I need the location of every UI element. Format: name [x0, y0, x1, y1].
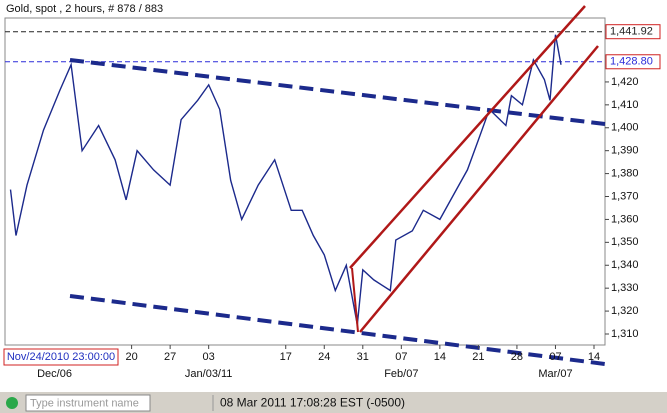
channel-line	[359, 45, 599, 333]
price-line-series	[9, 34, 562, 325]
x-tick-label: 28	[511, 351, 523, 363]
x-tick-label-month: Feb/07	[384, 368, 418, 380]
x-tick-label-month: Mar/07	[538, 368, 572, 380]
y-tick-label: 1,340	[611, 259, 639, 271]
x-tick-label: 24	[318, 351, 330, 363]
x-tick-label: 07	[395, 351, 407, 363]
x-tick-label: 27	[164, 351, 176, 363]
y-tick-label: 1,370	[611, 190, 639, 202]
x-tick-label: 31	[357, 351, 369, 363]
y-tick-label: 1,330	[611, 282, 639, 294]
x-tick-label: 03	[203, 351, 215, 363]
y-tick-label: 1,360	[611, 213, 639, 225]
x-tick-label: 14	[588, 351, 600, 363]
status-bar	[0, 392, 667, 413]
trendlines	[69, 5, 606, 366]
cursor-box	[3, 348, 119, 366]
chart-title: Gold, spot , 2 hours, # 878 / 883	[6, 3, 163, 15]
price-label-box	[605, 24, 661, 40]
clock: 08 Mar 2011 17:08:28 EST (-0500)	[220, 396, 405, 410]
search-box[interactable]	[25, 394, 151, 412]
x-tick-label: 21	[472, 351, 484, 363]
status-icon	[6, 397, 18, 409]
y-tick-label: 1,310	[611, 328, 639, 340]
y-tick-label: 1,420	[611, 76, 639, 88]
trendline	[69, 58, 606, 126]
channel-line	[351, 267, 359, 333]
x-tick-label: 14	[434, 351, 446, 363]
search-placeholder: Type instrument name	[30, 397, 139, 409]
y-tick-label: 1,320	[611, 305, 639, 317]
x-tick-label: 07	[549, 351, 561, 363]
price-label: 1,428.80	[610, 56, 653, 68]
plot-frame	[4, 17, 606, 346]
y-tick-label: 1,380	[611, 168, 639, 180]
plot	[5, 31, 605, 325]
cursor-label: Nov/24/2010 23:00:00	[7, 351, 115, 363]
price-label: 1,441.92	[610, 26, 653, 38]
price-label-box	[605, 54, 661, 70]
channel-line	[349, 5, 586, 269]
x-tick-label: 17	[280, 351, 292, 363]
x-tick-label-month: Dec/06	[37, 368, 72, 380]
trendline	[69, 294, 606, 366]
y-tick-label: 1,390	[611, 145, 639, 157]
y-tick-label: 1,400	[611, 122, 639, 134]
x-tick-label: 20	[125, 351, 137, 363]
x-tick-label-month: Jan/03/11	[185, 368, 233, 380]
y-tick-label: 1,410	[611, 99, 639, 111]
y-tick-label: 1,350	[611, 236, 639, 248]
